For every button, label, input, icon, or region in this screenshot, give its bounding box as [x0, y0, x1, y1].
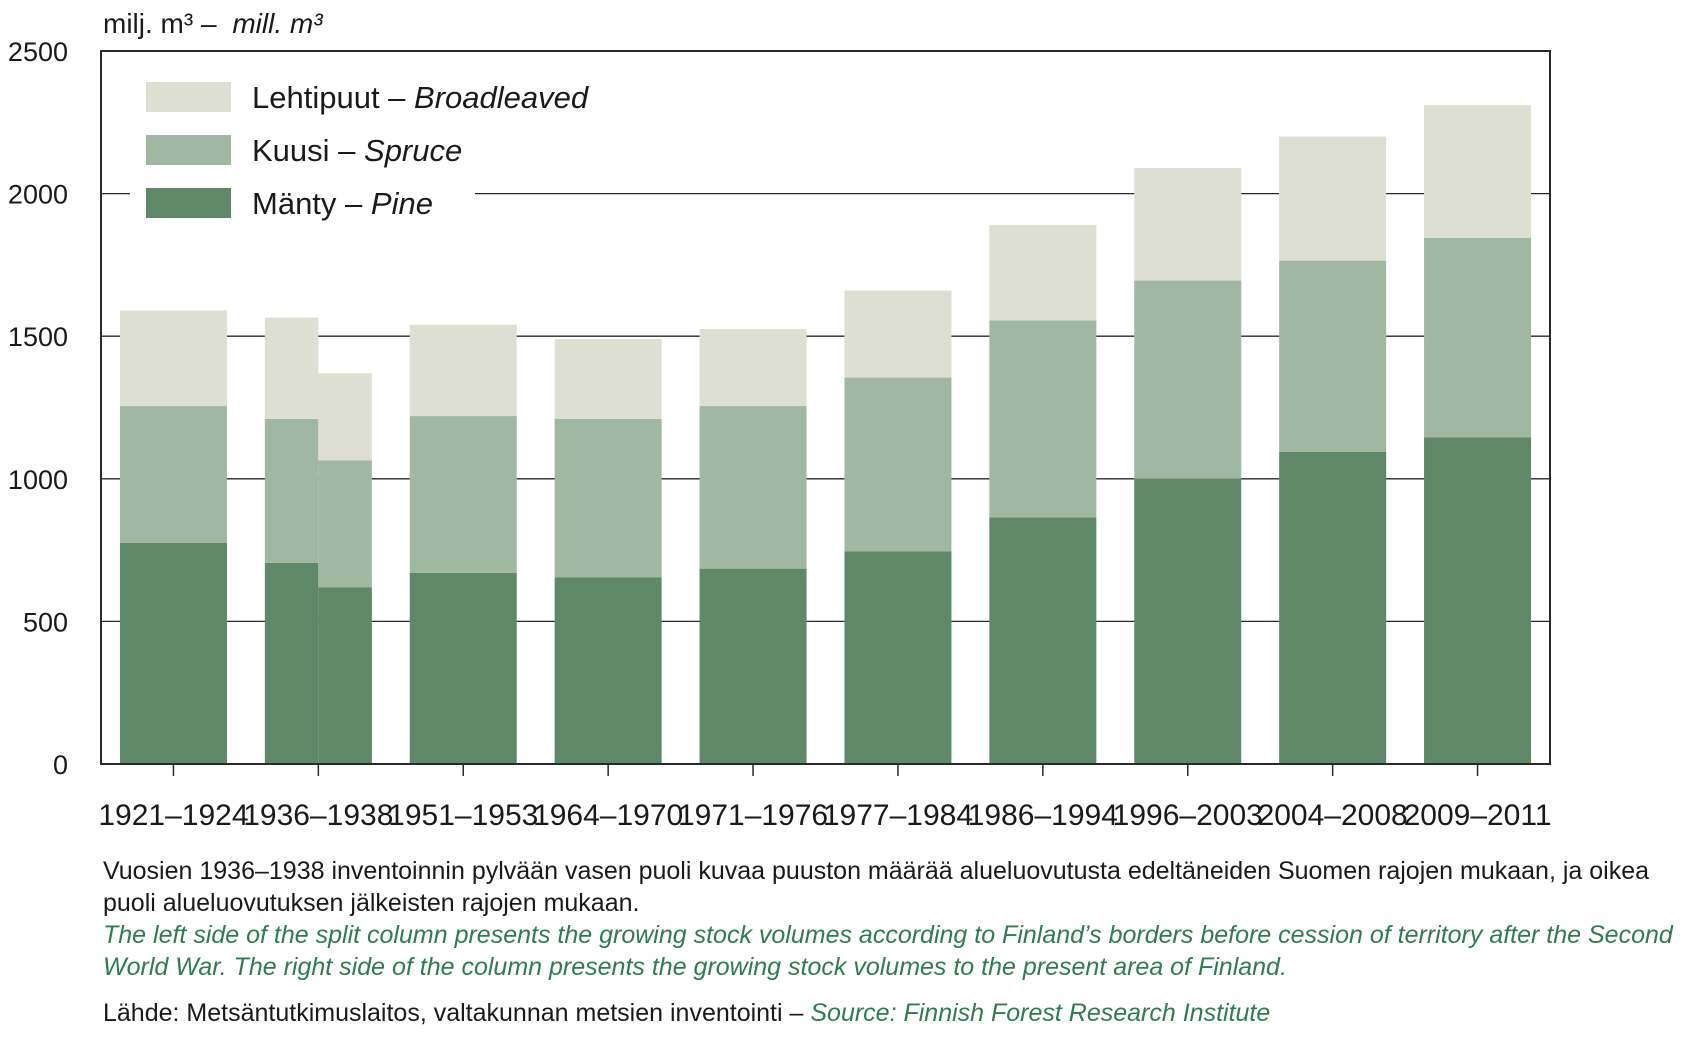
- y-tick-label: 1000: [8, 465, 68, 495]
- bar-segment: [1134, 478, 1242, 764]
- x-tick-label: 1964–1970: [533, 799, 683, 832]
- bar-segment: [409, 324, 517, 417]
- bar-segment: [844, 290, 952, 378]
- bar-segment: [264, 317, 319, 419]
- legend-label: Lehtipuut – Broadleaved: [252, 80, 590, 115]
- source-english: Source: Finnish Forest Research Institut…: [810, 999, 1271, 1027]
- x-tick-label: 1971–1976: [678, 799, 828, 832]
- bar-segment: [989, 517, 1097, 764]
- y-axis-unit-label: milj. m³ – mill. m³: [103, 8, 323, 39]
- bars: [119, 105, 1532, 764]
- bar-segment: [989, 320, 1097, 518]
- y-tick-label: 500: [23, 607, 68, 637]
- bar-segment: [554, 418, 662, 578]
- bar-segment: [1424, 237, 1532, 438]
- bar-segment: [119, 310, 227, 407]
- bar-segment: [318, 587, 372, 764]
- legend: Lehtipuut – Broadleaved Kuusi – Spruce Män…: [130, 70, 590, 238]
- bar-segment: [409, 416, 517, 573]
- legend-label: Kuusi – Spruce: [252, 133, 462, 168]
- legend-label-fi: Lehtipuut –: [252, 80, 414, 115]
- y-tick-label: 2000: [8, 180, 68, 210]
- bar-segment: [989, 224, 1097, 321]
- bar-segment: [1279, 136, 1387, 261]
- x-tick-label: 1996–2003: [1113, 799, 1263, 832]
- x-tick-label: 1936–1938: [243, 799, 393, 832]
- y-tick-label: 1500: [8, 322, 68, 352]
- legend-swatch: [146, 135, 231, 165]
- y-axis-unit-en: mill. m³: [232, 8, 323, 39]
- x-tick-label: 2004–2008: [1258, 799, 1408, 832]
- bar-segment: [844, 377, 952, 552]
- bar-segment: [264, 562, 319, 764]
- note-english: The left side of the split column presen…: [103, 921, 1673, 981]
- bar-segment: [554, 339, 662, 419]
- bar-segment: [699, 406, 807, 569]
- bar-segment: [1279, 260, 1387, 452]
- legend-label-fi: Mänty –: [252, 186, 371, 221]
- legend-label-fi: Kuusi –: [252, 133, 364, 168]
- bar-segment: [1279, 451, 1387, 764]
- legend-label: Mänty – Pine: [252, 186, 433, 221]
- y-tick-label: 2500: [8, 37, 68, 67]
- y-tick-label: 0: [53, 750, 68, 780]
- y-axis-unit-fi: milj. m³ –: [103, 8, 217, 39]
- bar-segment: [554, 577, 662, 764]
- growing-stock-chart: milj. m³ – mill. m³ Lehtipuut – Broadlea…: [8, 8, 1552, 832]
- bar-segment: [409, 572, 517, 764]
- bar-segment: [1424, 105, 1532, 238]
- bar-segment: [264, 418, 319, 563]
- source-line: Lähde: Metsäntutkimuslaitos, valtakunnan…: [103, 997, 1693, 1029]
- bar-segment: [1424, 437, 1532, 764]
- footnotes: Vuosien 1936–1938 inventoinnin pylvään v…: [103, 855, 1693, 1029]
- bar-segment: [699, 568, 807, 764]
- source-finnish: Lähde: Metsäntutkimuslaitos, valtakunnan…: [103, 999, 804, 1027]
- bar-segment: [1134, 167, 1242, 281]
- axes: 050010001500200025001921–19241936–193819…: [8, 37, 1552, 832]
- x-tick-label: 2009–2011: [1404, 799, 1552, 832]
- x-tick-label: 1951–1953: [388, 799, 538, 832]
- bar-segment: [844, 551, 952, 764]
- legend-swatch: [146, 82, 231, 112]
- plot-frame: [100, 50, 1551, 765]
- bar-segment: [699, 329, 807, 407]
- legend-swatch: [146, 188, 231, 218]
- legend-label-en: Pine: [371, 186, 433, 221]
- bar-segment: [119, 406, 227, 543]
- bar-segment: [318, 373, 372, 461]
- x-tick-label: 1921–1924: [98, 799, 248, 832]
- bar-segment: [119, 542, 227, 764]
- bar-segment: [318, 460, 372, 588]
- x-tick-label: 1977–1984: [823, 799, 973, 832]
- bar-segment: [1134, 280, 1242, 479]
- x-tick-label: 1986–1994: [968, 799, 1118, 832]
- legend-label-en: Broadleaved: [414, 80, 590, 115]
- note-finnish: Vuosien 1936–1938 inventoinnin pylvään v…: [103, 857, 1650, 917]
- legend-label-en: Spruce: [364, 133, 462, 168]
